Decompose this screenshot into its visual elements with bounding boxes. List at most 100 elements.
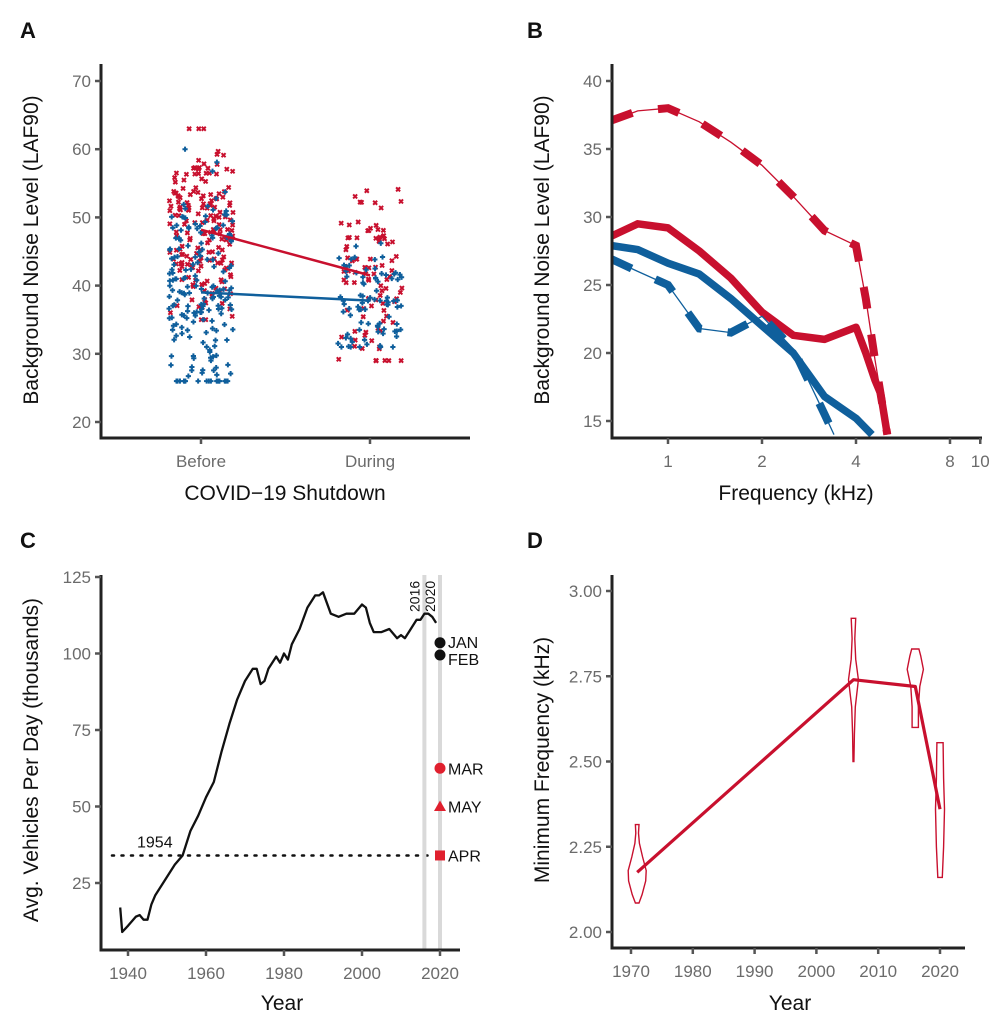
data-point-x: [166, 198, 173, 204]
data-point-plus: [211, 367, 217, 373]
data-point-plus: [170, 303, 176, 309]
data-point-x: [181, 177, 187, 183]
data-point-plus: [222, 278, 228, 284]
data-point-x: [229, 222, 236, 228]
data-point-x: [196, 126, 202, 132]
data-point-x: [220, 194, 226, 200]
data-point-plus: [169, 214, 175, 220]
data-point-x: [173, 229, 180, 235]
y-tick-label: 25: [72, 874, 91, 893]
data-point-x: [220, 152, 227, 158]
data-point-plus: [222, 189, 228, 195]
data-point-x: [344, 243, 350, 250]
data-point-plus: [347, 312, 354, 318]
data-point-plus: [375, 279, 381, 285]
data-point-plus: [202, 219, 208, 225]
data-point-plus: [372, 265, 378, 272]
data-point-x: [171, 188, 177, 195]
data-point-x: [398, 357, 404, 364]
data-point-plus: [222, 297, 228, 303]
data-point-plus: [393, 333, 400, 340]
data-point-plus: [182, 146, 188, 152]
month-label: JAN: [448, 635, 478, 652]
data-point-plus: [353, 243, 359, 249]
data-point-x: [215, 244, 222, 251]
violin-2020: [934, 742, 946, 879]
data-point-x: [193, 184, 199, 191]
data-point-plus: [190, 261, 196, 267]
data-point-x: [378, 282, 384, 289]
month-label: MAY: [448, 800, 482, 817]
data-point-x: [207, 191, 214, 198]
data-point-x: [399, 285, 405, 291]
data-point-x: [195, 170, 202, 177]
panel-letter-c: C: [20, 528, 36, 553]
data-point-x: [178, 251, 185, 258]
data-point-plus: [185, 243, 191, 249]
data-point-plus: [171, 262, 177, 268]
y-tick-label: 2.25: [569, 838, 602, 857]
x-axis-title: Year: [769, 992, 811, 1015]
data-point-plus: [169, 256, 175, 262]
data-point-plus: [197, 223, 203, 229]
data-point-plus: [227, 302, 233, 308]
y-tick-label: 2.75: [569, 667, 602, 686]
data-point-x: [336, 356, 342, 362]
data-point-plus: [189, 367, 195, 374]
data-point-plus: [167, 247, 173, 253]
data-point-plus: [176, 236, 182, 242]
y-tick-label: 2.00: [569, 923, 602, 942]
data-point-plus: [395, 276, 401, 283]
data-point-plus: [166, 305, 172, 312]
data-point-plus: [398, 326, 404, 333]
data-point-plus: [200, 317, 207, 323]
data-point-x: [372, 200, 378, 206]
data-point-x: [358, 199, 365, 206]
data-point-plus: [184, 284, 191, 290]
data-point-x: [230, 209, 236, 216]
data-point-x: [215, 148, 221, 155]
series-line-dashed: [612, 255, 838, 437]
data-point-x: [384, 241, 391, 247]
data-point-x: [200, 201, 207, 207]
data-point-plus: [209, 296, 216, 302]
series-line-dashed: [612, 104, 892, 436]
data-point-x: [378, 205, 384, 211]
series-line-solid: [612, 241, 875, 438]
data-point-plus: [356, 307, 362, 313]
data-point-plus: [192, 313, 198, 319]
data-point-plus: [192, 221, 198, 227]
data-point-x: [205, 165, 211, 171]
data-point-x: [201, 161, 207, 167]
x-tick-label: 4: [851, 452, 860, 471]
data-point-x: [173, 170, 180, 176]
data-point-plus: [210, 207, 216, 213]
data-point-x: [216, 190, 222, 197]
y-tick-label: 15: [583, 412, 602, 431]
data-point-plus: [226, 287, 232, 293]
x-tick-label: 2010: [859, 962, 897, 981]
data-point-x: [355, 219, 361, 225]
data-point-plus: [218, 311, 224, 317]
data-point-x: [207, 200, 213, 207]
data-point-x: [381, 236, 388, 242]
mean-line-blue: [200, 291, 371, 302]
data-point-x: [177, 267, 183, 274]
data-point-plus: [198, 301, 204, 308]
data-point-x: [218, 260, 224, 266]
data-point-x: [229, 168, 236, 175]
month-label: FEB: [448, 652, 479, 669]
data-point-x: [229, 313, 235, 320]
data-point-plus: [360, 293, 366, 299]
data-point-plus: [170, 225, 176, 231]
data-point-plus: [229, 218, 236, 224]
x-tick-label: 1970: [612, 962, 650, 981]
data-point-plus: [206, 307, 212, 313]
data-point-plus: [214, 378, 221, 384]
data-point-plus: [390, 344, 396, 350]
data-point-plus: [386, 314, 392, 320]
data-point-plus: [213, 364, 219, 371]
data-point-x: [180, 185, 186, 192]
data-point-plus: [203, 213, 209, 219]
data-point-x: [375, 226, 381, 233]
